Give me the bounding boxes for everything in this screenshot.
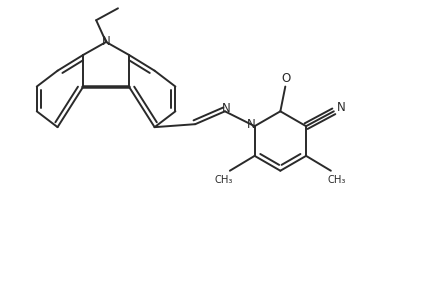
Text: N: N <box>102 35 111 49</box>
Text: N: N <box>247 118 256 131</box>
Text: N: N <box>221 102 230 115</box>
Text: N: N <box>337 101 346 114</box>
Text: O: O <box>282 72 291 85</box>
Text: CH₃: CH₃ <box>215 175 233 185</box>
Text: CH₃: CH₃ <box>328 175 346 185</box>
